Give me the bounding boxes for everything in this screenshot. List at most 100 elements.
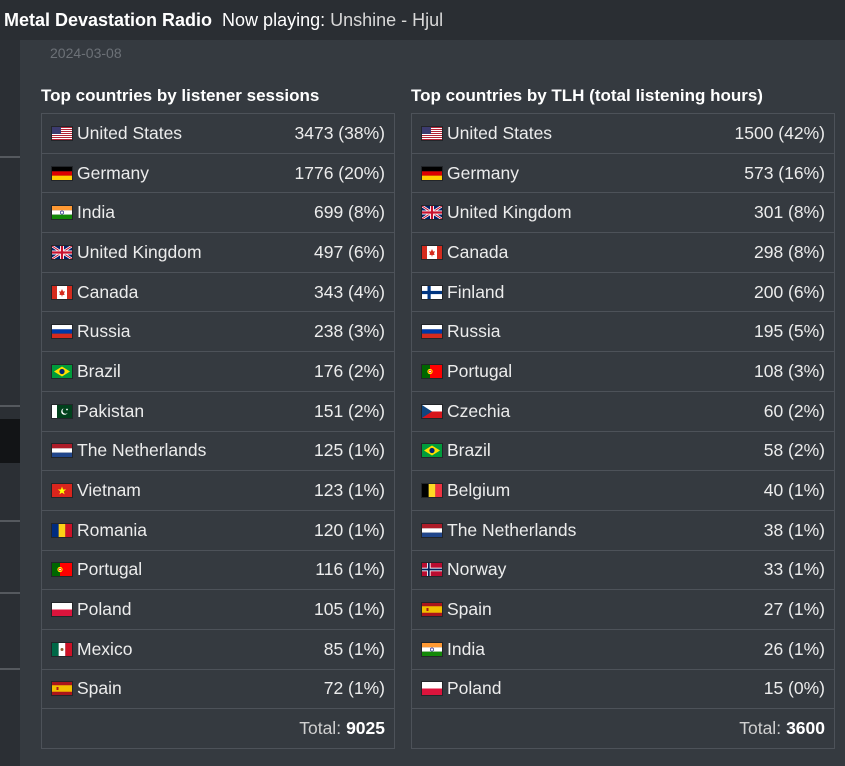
tlh-rows: United States 1500 (42%) Germany 573 (16%) U… [412,114,834,710]
sessions-row: Romania 120 (1%) [42,511,394,551]
tlh-row: Belgium 40 (1%) [412,471,834,511]
sessions-row: The Netherlands 125 (1%) [42,432,394,472]
pk-flag-icon [52,404,72,418]
sessions-country-name: Canada [77,281,139,302]
sessions-country-name: India [77,202,115,223]
tlh-row: Portugal 108 (3%) [412,352,834,392]
sessions-country-name: Spain [77,678,122,699]
sessions-country-value: 176 (2%) [313,360,385,381]
tlh-country-value: 27 (1%) [763,599,825,620]
sessions-country-value: 120 (1%) [313,519,385,540]
tlh-country-name: Norway [447,559,507,580]
sessions-total-label: Total: [299,718,342,739]
br-flag-icon [422,444,442,458]
sessions-row: Brazil 176 (2%) [42,352,394,392]
nl-flag-icon [52,444,72,458]
tlh-country-value: 301 (8%) [753,202,825,223]
ca-flag-icon [52,285,72,299]
sessions-country-value: 3473 (38%) [294,122,385,143]
sessions-row: United Kingdom 497 (6%) [42,233,394,273]
sessions-row: Canada 343 (4%) [42,273,394,313]
now-playing-label: Now playing: [222,9,326,30]
sessions-row: Russia 238 (3%) [42,312,394,353]
tlh-country-name: Brazil [447,440,491,461]
no-flag-icon [422,563,442,577]
tlh-row: Canada 298 (8%) [412,233,834,273]
tlh-country-name: Portugal [447,360,513,381]
sessions-country-name: Mexico [77,638,133,659]
tlh-country-name: Spain [447,599,492,620]
station-name[interactable]: Metal Devastation Radio [4,9,213,30]
tlh-table: United States 1500 (42%) Germany 573 (16%) U… [411,113,835,750]
ru-flag-icon [52,325,72,339]
sidebar-divider [0,668,20,670]
be-flag-icon [422,484,442,498]
gb-flag-icon [422,206,442,220]
top-bar: Metal Devastation Radio Now playing: Uns… [0,0,845,40]
sessions-country-value: 151 (2%) [313,400,385,421]
sessions-country-value: 72 (1%) [323,678,385,699]
in-flag-icon [52,206,72,220]
tlh-country-name: United Kingdom [447,202,572,223]
tlh-country-value: 26 (1%) [763,638,825,659]
tlh-country-name: Czechia [447,400,511,421]
tlh-row: United Kingdom 301 (8%) [412,193,834,234]
tlh-row: Germany 573 (16%) [412,154,834,194]
tlh-country-value: 40 (1%) [763,480,825,501]
tlh-title: Top countries by TLH (total listening ho… [411,86,763,105]
tlh-row: Russia 195 (5%) [412,312,834,353]
sessions-rows: United States 3473 (38%) Germany 1776 (20%)… [42,114,394,710]
sessions-row: Pakistan 151 (2%) [42,392,394,432]
tlh-row: United States 1500 (42%) [412,114,834,154]
sessions-country-name: Russia [77,321,131,342]
tlh-country-name: Finland [447,281,505,302]
tlh-row: Norway 33 (1%) [412,551,834,591]
tlh-country-value: 200 (6%) [753,281,825,302]
cz-flag-icon [422,404,442,418]
tlh-row: Spain 27 (1%) [412,590,834,630]
sessions-row: India 699 (8%) [42,193,394,234]
sessions-country-value: 105 (1%) [313,599,385,620]
tlh-country-value: 15 (0%) [763,678,825,699]
tlh-country-name: Canada [447,241,509,262]
sidebar-divider [0,156,20,158]
sessions-country-name: Portugal [77,559,143,580]
tlh-country-value: 60 (2%) [763,400,825,421]
tlh-country-value: 298 (8%) [753,241,825,262]
sessions-country-value: 125 (1%) [313,440,385,461]
vn-flag-icon [52,484,72,498]
tlh-country-name: India [447,638,485,659]
sessions-country-value: 1776 (20%) [294,162,385,183]
ro-flag-icon [52,523,72,537]
tlh-country-value: 1500 (42%) [734,122,825,143]
sessions-country-name: Vietnam [77,480,141,501]
es-flag-icon [52,682,72,696]
tlh-total: Total: 3600 [412,709,834,748]
sessions-row: Spain 72 (1%) [42,670,394,710]
sidebar-divider [0,520,20,522]
de-flag-icon [422,166,442,180]
sessions-country-value: 699 (8%) [313,202,385,223]
de-flag-icon [52,166,72,180]
tlh-country-value: 58 (2%) [763,440,825,461]
tlh-row: Brazil 58 (2%) [412,432,834,472]
ca-flag-icon [422,245,442,259]
sessions-country-value: 238 (3%) [313,321,385,342]
tlh-row: India 26 (1%) [412,630,834,670]
sidebar-active-item[interactable] [0,419,20,463]
sessions-country-value: 116 (1%) [315,559,385,580]
tlh-country-value: 195 (5%) [753,321,825,342]
report-date: 2024-03-08 [50,45,122,61]
br-flag-icon [52,364,72,378]
tlh-row: Poland 15 (0%) [412,670,834,710]
sessions-country-value: 343 (4%) [313,281,385,302]
sessions-row: United States 3473 (38%) [42,114,394,154]
sessions-country-value: 497 (6%) [313,241,385,262]
ru-flag-icon [422,325,442,339]
sessions-total: Total: 9025 [42,709,394,748]
sessions-country-name: Pakistan [77,400,145,421]
pt-flag-icon [422,364,442,378]
tlh-country-value: 33 (1%) [763,559,825,580]
tlh-row: Czechia 60 (2%) [412,392,834,432]
sessions-country-name: Brazil [77,360,121,381]
